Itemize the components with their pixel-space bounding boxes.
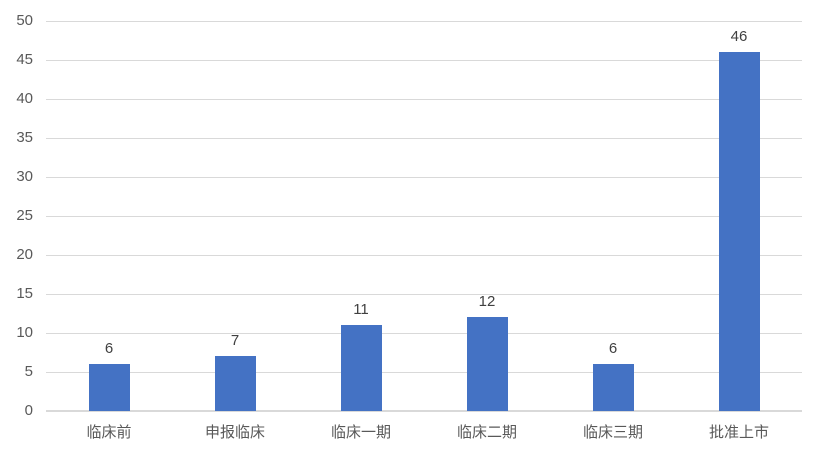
gridline-y-25 [46, 216, 802, 217]
y-tick-label-45: 45 [16, 51, 33, 68]
y-tick-label-35: 35 [16, 129, 33, 146]
gridline-y-50 [46, 21, 802, 22]
bar-临床三期 [592, 364, 634, 411]
y-tick-label-25: 25 [16, 207, 33, 224]
category-label-临床前: 临床前 [86, 424, 132, 441]
data-label-临床二期: 12 [478, 293, 496, 311]
gridline-y-30 [46, 177, 802, 178]
y-tick-label-15: 15 [16, 285, 33, 302]
category-label-临床一期: 临床一期 [330, 424, 391, 441]
y-tick-label-10: 10 [16, 324, 33, 341]
category-label-临床三期: 临床三期 [582, 424, 643, 441]
y-tick-label-0: 0 [24, 402, 33, 419]
category-label-批准上市: 批准上市 [708, 424, 769, 441]
bar-临床二期 [466, 317, 508, 411]
y-tick-label-50: 50 [16, 12, 33, 29]
bar-批准上市 [718, 52, 760, 411]
bar-临床前 [88, 364, 130, 411]
data-label-申报临床: 7 [230, 332, 240, 350]
gridline-y-20 [46, 255, 802, 256]
data-label-临床三期: 6 [608, 340, 618, 358]
data-label-临床前: 6 [104, 340, 114, 358]
data-label-临床一期: 11 [353, 301, 369, 319]
y-tick-label-40: 40 [16, 90, 33, 107]
gridline-y-40 [46, 99, 802, 100]
bar-申报临床 [214, 356, 256, 411]
category-label-临床二期: 临床二期 [456, 424, 517, 441]
y-tick-label-5: 5 [24, 363, 33, 380]
data-label-批准上市: 46 [730, 28, 748, 46]
gridline-y-15 [46, 294, 802, 295]
y-tick-label-20: 20 [16, 246, 33, 263]
gridline-y-45 [46, 60, 802, 61]
gridline-y-10 [46, 333, 802, 334]
category-label-申报临床: 申报临床 [204, 424, 265, 441]
bar-临床一期 [340, 325, 382, 411]
gridline-y-0 [46, 410, 802, 412]
gridline-y-5 [46, 372, 802, 373]
y-tick-label-30: 30 [16, 168, 33, 185]
gridline-y-35 [46, 138, 802, 139]
